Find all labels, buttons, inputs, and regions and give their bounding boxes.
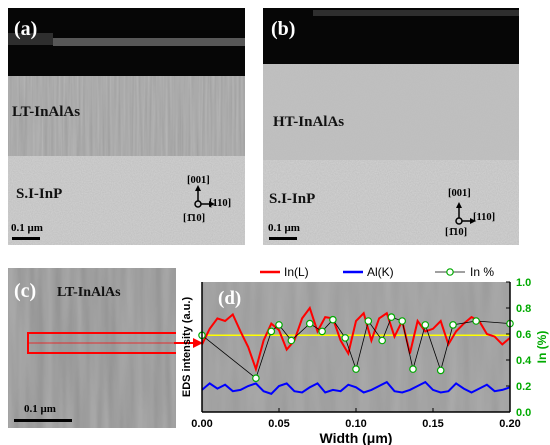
in-pct-point: [267, 327, 276, 336]
in-pct-point: [318, 327, 326, 336]
x-tick-label: 0.15: [422, 418, 443, 430]
in-pct-point: [287, 336, 296, 345]
in-pct-point: [436, 366, 445, 375]
micrograph-c-image: [8, 268, 176, 428]
in-pct-point: [421, 321, 430, 329]
substrate-label: S.I-InP: [269, 191, 316, 207]
dir-1bar10: [1̄10]: [183, 213, 206, 224]
legend-al-k-label: Al(K): [367, 265, 394, 279]
panel-label-c: (c): [14, 280, 37, 302]
plot-texture: [202, 282, 510, 412]
y-right-tick-label: 0.2: [516, 381, 531, 393]
x-tick-label: 0.10: [345, 418, 366, 430]
layer-label-lt-inalas: LT-InAlAs: [57, 285, 121, 300]
micrograph-a: (a) LT-InAlAs S.I-InP 0.1 μm [001] [110]…: [8, 8, 245, 245]
in-pct-point: [409, 365, 417, 373]
scale-bar-label: 0.1 μm: [268, 222, 300, 234]
in-pct-point: [341, 334, 350, 342]
in-pct-point: [252, 374, 260, 383]
y-right-tick-label: 1.0: [516, 277, 531, 289]
substrate-label: S.I-InP: [16, 186, 63, 202]
panel-label-b: (b): [271, 18, 296, 40]
y-left-axis-label: EDS intensity (a.u.): [181, 297, 193, 398]
legend-in-l-label: In(L): [284, 265, 309, 279]
micrograph-c: (c) LT-InAlAs 0.1 μm: [8, 268, 176, 428]
series-al-k-line: [201, 380, 511, 395]
in-pct-point: [378, 336, 386, 345]
legend: In(L) Al(K) In %: [260, 265, 494, 279]
scale-bar-label: 0.1 μm: [24, 403, 56, 415]
y-right-tick-label: 0.6: [516, 329, 531, 341]
dir-1bar10: [1̄10]: [445, 227, 468, 238]
legend-in-pct-label: In %: [470, 265, 494, 279]
in-pct-point: [329, 315, 337, 324]
series-in-l-line: [201, 305, 511, 373]
dir-001: [001]: [187, 175, 210, 186]
dir-110: [110]: [473, 212, 496, 223]
zoom-arrow: [174, 338, 203, 348]
panel-label-d: (d): [218, 288, 241, 309]
in-pct-point: [352, 365, 360, 373]
micrograph-b-image: [263, 8, 519, 245]
in-pct-point: [387, 313, 396, 321]
panel-label-a: (a): [14, 18, 38, 40]
x-tick-label: 0.20: [499, 418, 520, 430]
y-right-tick-label: 0.4: [516, 355, 532, 367]
in-pct-point: [449, 321, 457, 329]
dir-110: [110]: [209, 198, 232, 209]
y-right-tick-label: 0.0: [516, 407, 531, 419]
dir-001: [001]: [448, 188, 471, 199]
scale-bar-label: 0.1 μm: [11, 222, 43, 234]
y-right-axis-label: In (%): [535, 331, 549, 364]
x-axis-label: Width (μm): [320, 430, 393, 445]
eds-line-profile-chart: 0.00 0.05 0.10 0.15 0.200.0 0.2 0.4 0.6 0.8 1.0 Wi…: [181, 265, 549, 445]
x-tick-label: 0.00: [191, 418, 212, 430]
micrograph-b: (b) HT-InAlAs S.I-InP 0.1 μm [001] [110]…: [263, 8, 519, 245]
in-pct-point: [306, 319, 314, 328]
legend-in-pct-marker: [446, 268, 454, 276]
crystal-axes-icon: [194, 185, 215, 208]
y-right-tick-label: 0.8: [516, 303, 531, 315]
in-pct-point: [472, 317, 480, 325]
layer-label-ht-inalas: HT-InAlAs: [273, 114, 345, 130]
in-pct-point: [364, 317, 373, 325]
plot-background-image: [202, 282, 510, 412]
x-tick-label: 0.05: [268, 418, 289, 430]
in-pct-point: [398, 317, 407, 325]
micrograph-a-image: [8, 8, 245, 245]
layer-label-lt-inalas: LT-InAlAs: [12, 104, 81, 120]
in-pct-point: [275, 321, 283, 329]
crystal-axes-icon: [455, 202, 476, 225]
